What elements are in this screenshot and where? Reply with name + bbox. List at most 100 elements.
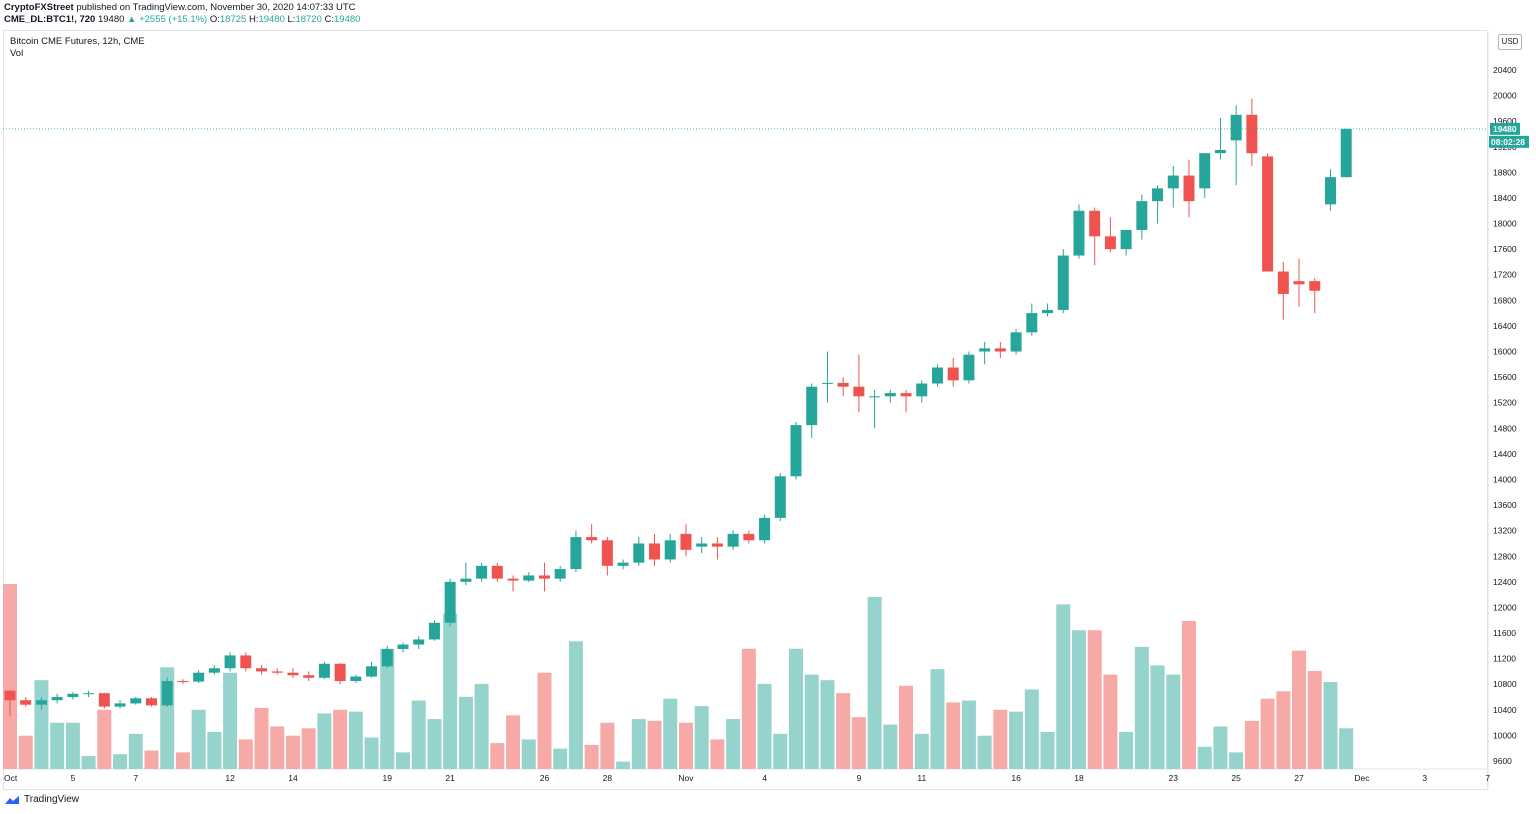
candle-body	[1199, 153, 1211, 189]
volume-bar	[804, 674, 819, 769]
price-tick-label: 17600	[1493, 244, 1517, 254]
tradingview-brand[interactable]: TradingView	[4, 794, 79, 805]
time-tick-label: 27	[1294, 773, 1304, 783]
volume-bar	[616, 761, 631, 769]
candle-body	[774, 476, 786, 518]
candle-body	[1230, 114, 1242, 141]
volume-bar	[191, 709, 206, 769]
volume-bar	[521, 739, 536, 769]
candle-body	[1167, 175, 1179, 189]
volume-bar	[1276, 691, 1291, 769]
volume-bar	[836, 693, 851, 769]
price-tick-label: 13600	[1493, 500, 1517, 510]
candle-body	[4, 690, 16, 701]
price-tick-label: 14800	[1493, 423, 1517, 433]
volume-bar	[883, 724, 898, 769]
price-tick-label: 10000	[1493, 730, 1517, 740]
volume-bar	[128, 733, 143, 769]
volume-bar	[851, 717, 866, 769]
time-tick-label: 5	[71, 773, 76, 783]
volume-bar	[1040, 732, 1055, 769]
candle-body	[696, 543, 708, 547]
time-tick-label: 25	[1231, 773, 1241, 783]
candle-body	[979, 348, 991, 352]
volume-bar	[348, 711, 363, 769]
volume-bar	[333, 709, 348, 769]
price-tick-label: 10800	[1493, 679, 1517, 689]
candle-body	[821, 382, 833, 384]
candle-body	[334, 663, 346, 682]
volume-bar	[474, 683, 489, 769]
candle-body	[287, 672, 299, 676]
volume-bar	[867, 596, 882, 769]
volume-bar	[1150, 665, 1165, 769]
time-tick-label: 4	[762, 773, 767, 783]
volume-bar	[914, 733, 929, 769]
symbol-line: CME_DL:BTC1!, 720 19480 ▲ +2555 (+15.1%)…	[4, 14, 360, 26]
volume-bar	[285, 735, 300, 769]
price-tick-label: 11200	[1493, 654, 1516, 664]
volume-bar	[553, 748, 568, 769]
candle-body	[884, 393, 896, 397]
candle-body	[397, 644, 409, 650]
volume-bar	[757, 683, 772, 769]
candle-body	[963, 354, 975, 381]
price-change: +2555 (+15.1%)	[139, 14, 208, 25]
candle-body	[98, 693, 110, 707]
volume-bar	[1056, 604, 1071, 769]
time-tick-label: 28	[603, 773, 613, 783]
volume-bar	[443, 613, 458, 769]
volume-bar	[223, 672, 238, 769]
volume-bar	[113, 754, 128, 769]
candle-body	[303, 675, 315, 678]
candle-body	[1073, 210, 1085, 256]
price-tick-label: 16800	[1493, 295, 1517, 305]
candle-body	[570, 537, 582, 570]
volume-bar	[1260, 698, 1275, 769]
candle-body	[853, 386, 865, 397]
countdown-value: 08:02:28	[1491, 137, 1525, 147]
volume-bar	[380, 648, 395, 769]
author-name[interactable]: CryptoFXStreet	[4, 2, 74, 13]
candle-body	[67, 693, 79, 698]
volume-bar	[3, 584, 17, 769]
volume-bar	[254, 707, 269, 769]
price-tick-label: 11600	[1493, 628, 1516, 638]
candle-body	[931, 367, 943, 384]
volume-bar	[631, 719, 646, 769]
candle-body	[947, 367, 959, 381]
candle-body	[1089, 210, 1101, 237]
candle-body	[350, 676, 362, 682]
volume-bar	[663, 698, 678, 769]
volume-bar	[207, 732, 222, 769]
volume-bar	[741, 648, 756, 769]
time-tick-label: 3	[1422, 773, 1427, 783]
currency-badge[interactable]: USD	[1498, 34, 1522, 50]
volume-bar	[977, 735, 992, 769]
candle-body	[538, 575, 550, 579]
candle-body	[680, 533, 692, 550]
high-value: 19480	[258, 14, 285, 25]
volume-bar	[1197, 746, 1212, 769]
volume-bar	[1323, 682, 1338, 769]
candle-body	[20, 700, 32, 705]
volume-bar	[97, 709, 112, 769]
volume-bar	[1166, 674, 1181, 769]
price-tick-label: 18800	[1493, 167, 1517, 177]
candle-body	[208, 668, 220, 673]
volume-bar	[993, 709, 1008, 769]
change-up-icon: ▲	[127, 14, 137, 25]
volume-bar	[65, 722, 80, 769]
time-tick-label: 23	[1169, 773, 1179, 783]
volume-bar	[710, 739, 725, 769]
volume-bar	[1213, 726, 1228, 769]
time-tick-label: 9	[857, 773, 862, 783]
price-tick-label: 17200	[1493, 270, 1517, 280]
price-tick-label: 18400	[1493, 193, 1517, 203]
candle-body	[554, 569, 566, 579]
candle-body	[837, 382, 849, 387]
time-tick-label: 26	[540, 773, 550, 783]
time-tick-label: 12	[225, 773, 235, 783]
publish-line: CryptoFXStreet published on TradingView.…	[4, 2, 360, 14]
